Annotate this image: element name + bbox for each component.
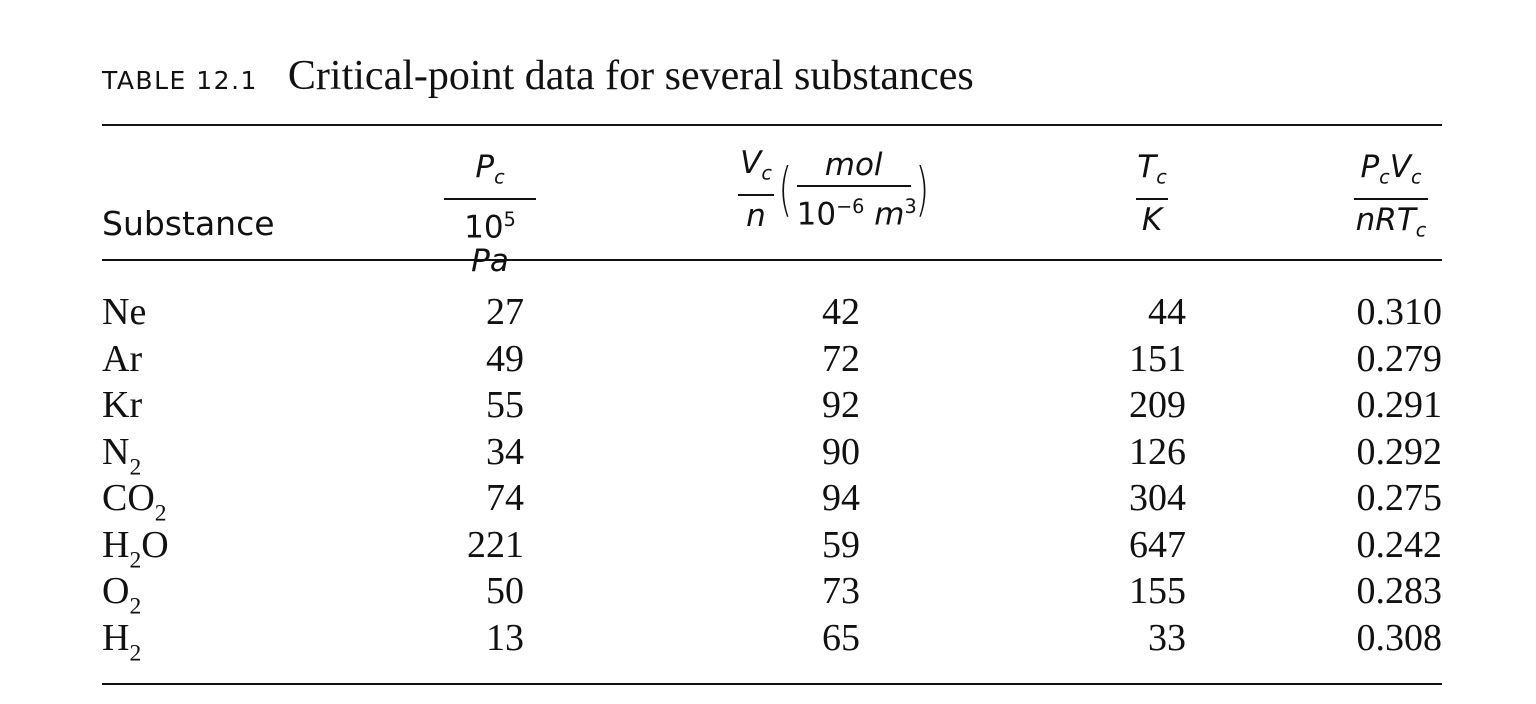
critical-temperature-cell: 33 [1148,616,1186,659]
substance-cell: Ne [102,291,147,333]
header-compressibility-ratio: PcVc nRTc [1354,149,1428,242]
critical-temperature-cell: 155 [1129,570,1186,612]
critical-pressure-cell: 13 [486,616,524,659]
critical-volume-cell: 90 [822,430,860,473]
header-critical-pressure: Pc 105 Pa [444,150,536,278]
header-critical-volume: Vc n ( mol 10−6 m3 ) [738,146,933,233]
compressibility-ratio-cell: 0.292 [1356,430,1443,473]
top-rule [102,124,1442,126]
header-critical-temperature: Tc K [1136,149,1168,238]
substance-cell: H2O [102,523,169,574]
critical-volume-cell: 72 [822,337,860,380]
table-title: Critical-point data for several substanc… [287,53,974,99]
critical-pressure-cell: 221 [467,523,524,566]
critical-temperature-cell: 151 [1129,337,1186,380]
critical-pressure-cell: 49 [486,337,524,380]
table-row: H2 13 65 33 0.308 [0,616,1536,667]
header-substance: Substance [102,204,275,243]
compressibility-ratio-cell: 0.291 [1356,384,1443,426]
table-row: N2 34 90 126 0.292 [0,430,1536,481]
critical-pressure-cell: 50 [486,570,524,612]
substance-cell: O2 [102,570,142,620]
compressibility-ratio-cell: 0.310 [1356,291,1443,333]
substance-cell: Kr [102,384,143,426]
compressibility-ratio-cell: 0.242 [1356,523,1443,566]
substance-cell: H2 [102,616,142,667]
critical-pressure-cell: 74 [486,477,524,519]
critical-volume-cell: 92 [822,384,860,426]
substance-cell: N2 [102,430,142,481]
critical-temperature-cell: 647 [1129,523,1186,566]
header-rule [102,259,1442,261]
compressibility-ratio-cell: 0.279 [1356,337,1443,380]
critical-temperature-cell: 304 [1129,477,1186,519]
table-row: Ne 27 42 44 0.310 [0,290,1536,336]
table-row: Kr 55 92 209 0.291 [0,383,1536,429]
compressibility-ratio-cell: 0.283 [1356,570,1443,612]
table-row: H2O 221 59 647 0.242 [0,523,1536,574]
table-row: O2 50 73 155 0.283 [0,569,1536,620]
table-row: Ar 49 72 151 0.279 [0,337,1536,383]
left-paren: ( [778,155,793,224]
critical-pressure-cell: 27 [486,291,524,333]
critical-temperature-cell: 126 [1129,430,1186,473]
table-number: TABLE 12.1 [102,66,258,95]
table-caption: TABLE 12.1 Critical-point data for severa… [102,52,974,100]
critical-volume-cell: 59 [822,523,860,566]
critical-volume-cell: 73 [822,570,860,612]
compressibility-ratio-cell: 0.308 [1356,616,1443,659]
critical-temperature-cell: 44 [1148,291,1186,333]
critical-volume-cell: 42 [822,291,860,333]
critical-volume-cell: 65 [822,616,860,659]
critical-temperature-cell: 209 [1129,384,1186,426]
substance-cell: Ar [102,337,143,380]
substance-cell: CO2 [102,477,167,527]
bottom-rule [102,683,1442,685]
compressibility-ratio-cell: 0.275 [1356,477,1443,519]
right-paren: ) [915,155,929,224]
critical-volume-cell: 94 [822,477,860,519]
table-row: CO2 74 94 304 0.275 [0,476,1536,527]
critical-pressure-cell: 55 [486,384,524,426]
critical-pressure-cell: 34 [486,430,524,473]
